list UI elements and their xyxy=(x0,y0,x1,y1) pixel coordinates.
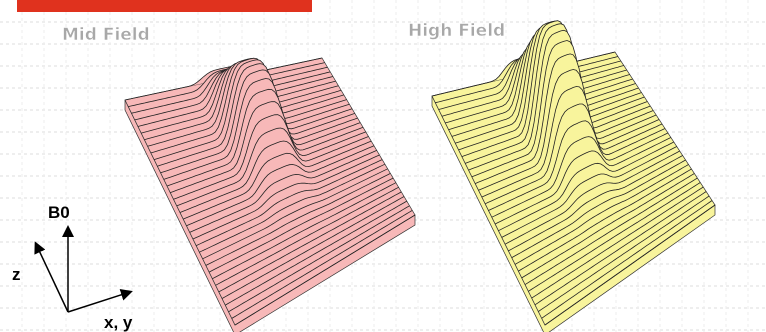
axis-arrow xyxy=(34,241,69,313)
slab xyxy=(124,57,416,332)
ridge-line xyxy=(225,200,408,306)
axis-label: z xyxy=(12,265,21,284)
ridge-line xyxy=(518,168,692,272)
ridge-line xyxy=(189,150,377,233)
ridge-line xyxy=(534,191,707,306)
panel-label: Mid Field xyxy=(62,25,150,45)
ridge-line xyxy=(183,140,372,220)
axis-label: x, y xyxy=(104,313,133,332)
slab xyxy=(431,20,716,332)
ridge-line xyxy=(234,214,416,326)
ridge-line xyxy=(531,186,704,299)
ridge-line xyxy=(228,205,410,313)
ridge-line xyxy=(524,177,698,285)
ridge-line xyxy=(212,182,397,280)
ridge-line xyxy=(208,177,394,273)
ridge-line xyxy=(202,168,388,260)
ridge-line xyxy=(511,159,686,258)
ridge-line xyxy=(528,182,701,292)
ridge-line xyxy=(541,200,713,319)
ridge-line xyxy=(508,155,683,252)
ridge-line xyxy=(514,164,689,265)
ridge-line xyxy=(498,141,674,232)
title-bar xyxy=(17,0,312,12)
ridge-line xyxy=(196,159,383,246)
ridge-line xyxy=(231,210,413,319)
ridge-line xyxy=(504,150,680,245)
ridge-line xyxy=(221,196,405,299)
ridge-line xyxy=(199,163,386,253)
ridge-line xyxy=(544,204,716,326)
ridge-line xyxy=(538,195,710,312)
panel-label: High Field xyxy=(408,21,505,41)
ridge-line xyxy=(218,191,402,293)
ridge-line xyxy=(521,173,695,279)
ridge-line xyxy=(205,173,391,266)
axis-arrow xyxy=(67,289,133,313)
ridge-line xyxy=(192,154,380,240)
slabs xyxy=(124,20,716,332)
axes-icon: B0 z x, y xyxy=(12,203,133,332)
ridge-line xyxy=(215,186,399,286)
axis-label: B0 xyxy=(48,203,70,222)
